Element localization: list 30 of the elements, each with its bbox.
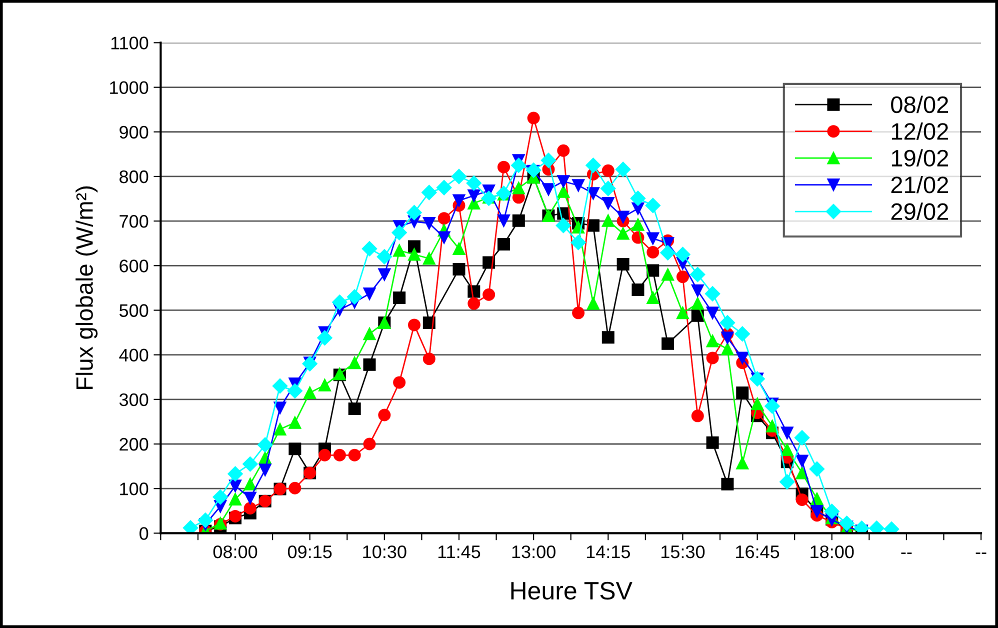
legend-label: 08/02: [891, 96, 948, 114]
y-tick-label: 600: [120, 260, 148, 272]
x-tick-label: 16:45: [736, 545, 780, 558]
legend-label: 21/02: [891, 176, 948, 194]
y-tick-label: 100: [120, 482, 148, 496]
x-tick-label: 10:30: [363, 545, 406, 558]
y-tick-label: 1000: [110, 81, 148, 94]
legend-label: 12/02: [892, 122, 948, 140]
x-tick-label: 15:30: [662, 545, 705, 558]
y-tick-label: 800: [120, 170, 148, 184]
y-tick-label: 0: [140, 527, 148, 540]
y-tick-label: 700: [120, 214, 148, 228]
x-tick-label: 13:00: [512, 545, 556, 558]
y-tick-label: 1100: [111, 36, 148, 50]
y-tick-label: 500: [119, 304, 148, 317]
x-tick-label: 11:45: [438, 546, 480, 558]
x-tick-label: --: [901, 552, 912, 554]
y-tick-label: 200: [120, 438, 148, 451]
x-tick-label: 14:15: [586, 546, 630, 558]
x-tick-label: 08:00: [213, 545, 258, 558]
y-tick-label: 900: [120, 126, 148, 139]
x-axis-title: Heure TSV: [511, 582, 632, 600]
y-tick-label: 400: [119, 348, 148, 362]
legend-label: 19/02: [892, 149, 948, 167]
x-tick-label: --: [976, 552, 986, 554]
y-axis-title: Flux globale (W/m²): [76, 186, 98, 389]
x-tick-label: 18:00: [810, 545, 854, 558]
x-tick-label: 09:15: [288, 545, 332, 558]
y-tick-label: 300: [119, 393, 148, 406]
legend-label: 29/02: [891, 202, 948, 220]
